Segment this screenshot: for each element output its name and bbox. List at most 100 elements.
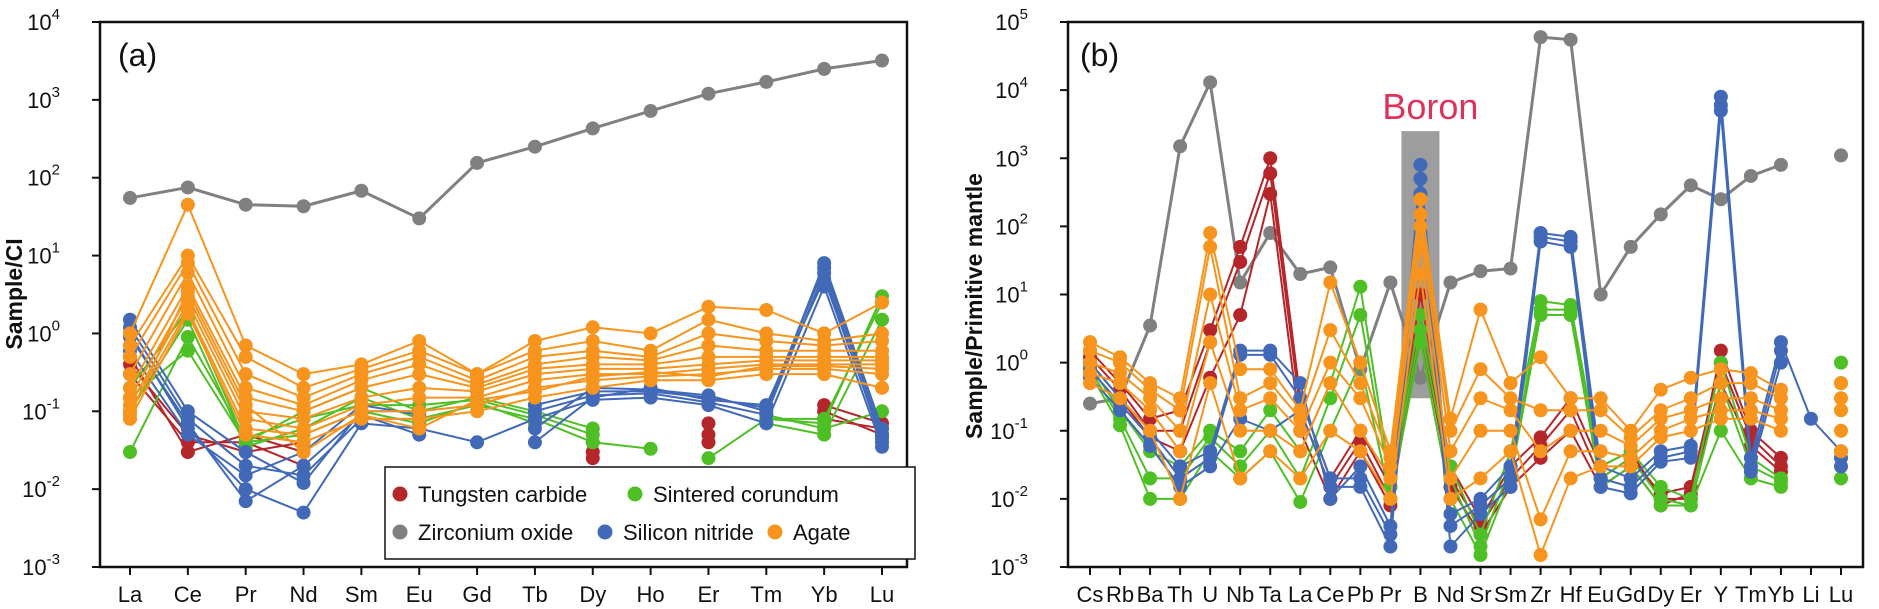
data-point — [1473, 423, 1488, 438]
data-point — [1263, 391, 1278, 406]
data-point — [1473, 362, 1488, 377]
data-point — [1834, 471, 1848, 486]
data-point — [1773, 343, 1788, 358]
x-tick-label: Gd — [1616, 582, 1645, 607]
data-point — [527, 435, 542, 450]
data-point — [1834, 391, 1848, 406]
data-point — [875, 421, 889, 436]
data-point — [1533, 350, 1548, 365]
data-point — [1353, 479, 1368, 494]
data-point — [1653, 454, 1668, 469]
legend-marker — [392, 486, 408, 502]
data-point — [1353, 279, 1368, 294]
x-tick-label: Tm — [1735, 582, 1767, 607]
data-point — [1113, 376, 1128, 391]
data-point — [1593, 287, 1608, 302]
data-point — [238, 398, 253, 413]
x-tick-label: Yb — [1767, 582, 1794, 607]
data-point — [1353, 391, 1368, 406]
y-tick-exponent: 3 — [1020, 142, 1028, 159]
data-point — [296, 199, 311, 214]
data-point — [1323, 260, 1338, 275]
data-point — [817, 61, 832, 76]
data-point — [1203, 376, 1218, 391]
data-point — [1593, 423, 1608, 438]
x-tick-label: Nb — [1226, 582, 1254, 607]
y-tick-label: 10-1 — [22, 395, 60, 424]
y-tick-exponent: 4 — [1020, 74, 1028, 91]
data-point — [1323, 323, 1338, 338]
data-point — [1743, 366, 1758, 381]
series-line — [129, 350, 420, 477]
data-point — [643, 441, 658, 456]
data-point — [296, 458, 311, 473]
x-tick-label: Pb — [1347, 582, 1374, 607]
data-point — [470, 404, 485, 419]
data-point — [1293, 423, 1308, 438]
x-tick-label: Cs — [1077, 582, 1104, 607]
data-point — [180, 444, 195, 459]
series-line — [129, 203, 883, 376]
data-point — [1713, 362, 1728, 377]
data-point — [1173, 139, 1188, 154]
x-tick-label: Nd — [1436, 582, 1464, 607]
data-point — [1413, 370, 1428, 385]
data-point — [1293, 376, 1308, 391]
data-point — [1383, 275, 1398, 290]
data-point — [1593, 459, 1608, 474]
data-point — [123, 367, 137, 382]
data-point — [875, 295, 889, 310]
data-point — [1503, 444, 1518, 459]
panel-a-ylabel: Sample/CI — [1, 238, 27, 349]
data-point — [1653, 430, 1668, 445]
y-tick-exponent: 0 — [52, 317, 60, 334]
data-point — [1653, 382, 1668, 397]
panel-a-frame — [98, 20, 909, 569]
data-point — [1593, 391, 1608, 406]
data-point — [1713, 192, 1728, 207]
data-point — [180, 343, 195, 358]
data-point — [354, 380, 369, 395]
x-tick-label: Ba — [1137, 582, 1165, 607]
data-point — [1413, 207, 1428, 222]
legend-marker — [597, 524, 613, 540]
x-tick-label: Ho — [637, 582, 665, 607]
data-point — [1413, 335, 1428, 350]
data-point — [412, 421, 427, 436]
legend-marker — [627, 486, 643, 502]
x-tick-label: Ce — [1316, 582, 1344, 607]
data-point — [1623, 438, 1638, 453]
data-point — [180, 180, 195, 195]
x-tick-label: Tm — [750, 582, 782, 607]
x-tick-label: La — [1288, 582, 1313, 607]
data-point — [1533, 30, 1548, 45]
x-tick-label: Dy — [579, 582, 606, 607]
data-point — [1143, 391, 1158, 406]
x-tick-label: U — [1202, 582, 1218, 607]
x-tick-label: B — [1413, 582, 1428, 607]
data-point — [123, 338, 137, 353]
data-point — [1563, 32, 1578, 47]
data-point — [701, 435, 716, 450]
legend-label: Tungsten carbide — [418, 482, 587, 507]
series-silicon-nitride — [1083, 89, 1848, 554]
data-point — [759, 416, 774, 431]
y-tick-exponent: 5 — [1020, 6, 1028, 23]
y-tick-label: 101 — [27, 240, 60, 269]
data-point — [1263, 376, 1278, 391]
data-point — [1413, 157, 1428, 172]
data-point — [1443, 275, 1458, 290]
data-point — [1473, 264, 1488, 279]
data-point — [412, 411, 427, 426]
x-tick-label: Sm — [1494, 582, 1527, 607]
data-point — [1443, 471, 1458, 486]
data-point — [701, 338, 716, 353]
data-point — [1743, 391, 1758, 406]
data-point — [643, 326, 658, 341]
x-tick-label: Hf — [1560, 582, 1583, 607]
y-tick-label: 102 — [995, 210, 1028, 239]
data-point — [1743, 464, 1758, 479]
series-line — [129, 254, 883, 389]
data-point — [1143, 438, 1158, 453]
